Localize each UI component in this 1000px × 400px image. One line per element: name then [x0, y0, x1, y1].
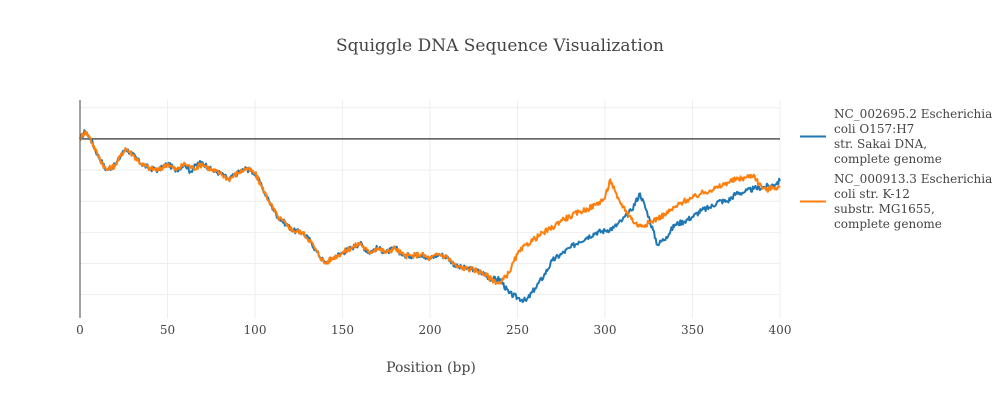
legend-label-2: NC_000913.3 Escherichia	[834, 172, 992, 186]
legend-label-1: str. Sakai DNA,	[834, 137, 927, 151]
legend-label-1: NC_002695.2 Escherichia	[834, 107, 992, 121]
x-tick-label: 200	[419, 323, 442, 337]
x-tick-label: 300	[594, 323, 617, 337]
legend-label-1: coli O157:H7	[834, 122, 914, 136]
series-line-2	[79, 130, 781, 286]
x-tick-label: 150	[331, 323, 354, 337]
x-tick-label: 0	[76, 323, 84, 337]
grid	[79, 100, 781, 318]
x-axis-label: Position (bp)	[386, 360, 476, 376]
series-group	[79, 129, 781, 304]
x-tick-label: 400	[769, 323, 792, 337]
legend-label-1: complete genome	[834, 152, 942, 166]
axes: 0 50 100 150 200 250 300 350 400	[76, 100, 791, 337]
chart-title: Squiggle DNA Sequence Visualization	[336, 36, 664, 56]
x-tick-label: 100	[244, 323, 267, 337]
legend-label-2: complete genome	[834, 217, 942, 231]
x-tick-label: 50	[160, 323, 175, 337]
legend-label-2: coli str. K-12	[834, 187, 910, 201]
x-tick-label: 250	[506, 323, 529, 337]
legend-label-2: substr. MG1655,	[834, 202, 935, 216]
x-tick-label: 350	[681, 323, 704, 337]
